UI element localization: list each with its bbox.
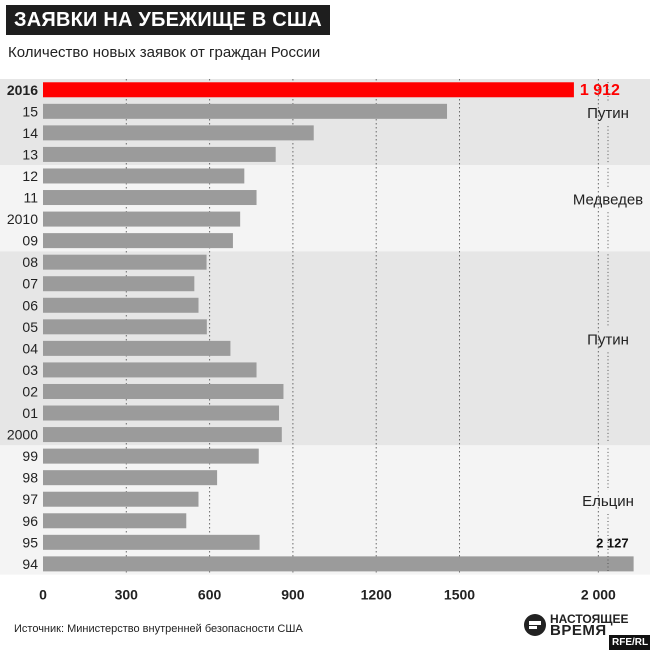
bar: [43, 297, 199, 313]
category-label: 04: [22, 340, 38, 356]
category-label: 94: [22, 556, 38, 572]
value-label: 2 127: [596, 535, 629, 550]
bar: [43, 383, 284, 399]
x-tick-label: 1200: [361, 587, 392, 603]
category-label: 12: [22, 168, 38, 184]
bar: [43, 470, 218, 486]
bar: [43, 491, 199, 507]
bar: [43, 233, 233, 249]
period-label: Медведев: [573, 191, 643, 208]
bar: [43, 168, 245, 184]
brand-logo: НАСТОЯЩЕЕ ВРЕМЯ: [524, 612, 629, 639]
logo-line-2: ВРЕМЯ: [550, 622, 607, 639]
category-label: 2016: [7, 82, 38, 98]
category-label: 96: [22, 513, 38, 529]
bar-chart: 2016151413121120100908070605040302012000…: [0, 79, 650, 603]
bar-highlight: [43, 82, 574, 98]
bar: [43, 103, 448, 119]
bar: [43, 513, 187, 529]
bar: [43, 146, 276, 162]
period-band: [0, 445, 650, 575]
chart-title: ЗАЯВКИ НА УБЕЖИЩЕ В США: [6, 5, 330, 35]
period-label: Ельцин: [582, 493, 634, 510]
category-label: 15: [22, 103, 38, 119]
x-tick-label: 900: [281, 587, 305, 603]
bar: [43, 534, 260, 550]
category-label: 03: [22, 362, 38, 378]
bar: [43, 405, 280, 421]
category-label: 2000: [7, 427, 38, 443]
period-label: Путин: [587, 331, 629, 348]
x-tick-labels: 0 300 600 900 1200 1500 2 000: [39, 587, 616, 603]
category-label: 98: [22, 470, 38, 486]
period-label: Путин: [587, 105, 629, 122]
category-label: 07: [22, 276, 38, 292]
category-label: 09: [22, 233, 38, 249]
category-label: 95: [22, 534, 38, 550]
period-labels: Путин Медведев Путин Ельцин: [573, 82, 643, 572]
chart-subtitle: Количество новых заявок от граждан Росси…: [8, 44, 321, 61]
category-labels: 2016 15 14 13 12 11 2010 09 08 07 06 05 04 03 02 01 2000…: [7, 82, 38, 572]
category-label: 05: [22, 319, 38, 335]
x-tick-label: 300: [115, 587, 139, 603]
category-label: 97: [22, 491, 38, 507]
source-note: Источник: Министерство внутренней безопа…: [14, 623, 303, 635]
category-label: 99: [22, 448, 38, 464]
x-tick-label: 2 000: [581, 587, 616, 603]
category-label: 13: [22, 146, 38, 162]
bars: [43, 82, 634, 572]
logo-icon: [524, 614, 546, 636]
category-label: 2010: [7, 211, 38, 227]
category-label: 06: [22, 297, 38, 313]
bar: [43, 276, 195, 292]
x-tick-label: 1500: [444, 587, 475, 603]
bar: [43, 362, 257, 378]
bar: [43, 125, 314, 141]
bar: [43, 427, 282, 443]
logo-line-1: НАСТОЯЩЕЕ: [550, 612, 629, 626]
bar: [43, 556, 634, 572]
bar: [43, 340, 231, 356]
x-tick-label: 0: [39, 587, 47, 603]
category-label: 11: [23, 190, 38, 206]
category-label: 02: [22, 383, 38, 399]
bar: [43, 211, 241, 227]
value-label: 1 912: [580, 82, 620, 99]
bar: [43, 190, 257, 206]
rferl-badge: RFE/RL: [609, 635, 650, 650]
category-label: 08: [22, 254, 38, 270]
bar: [43, 319, 207, 335]
bar: [43, 254, 207, 270]
bar: [43, 448, 259, 464]
value-labels: 1 912 2 127: [580, 82, 629, 551]
x-tick-label: 600: [198, 587, 222, 603]
category-label: 14: [22, 125, 38, 141]
category-label: 01: [22, 405, 38, 421]
